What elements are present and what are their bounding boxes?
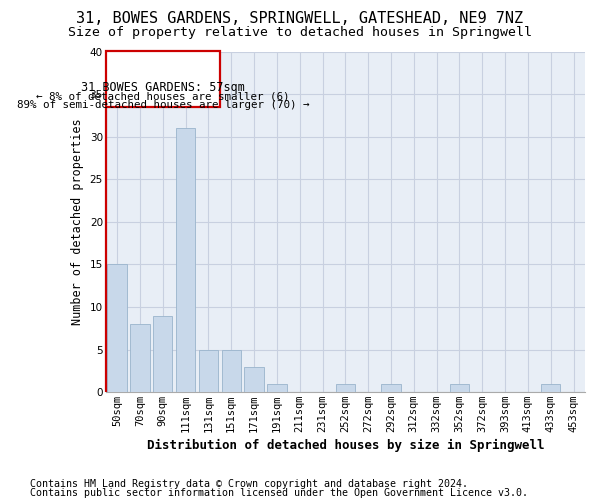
Bar bbox=[221, 350, 241, 392]
Bar bbox=[450, 384, 469, 392]
Bar bbox=[541, 384, 560, 392]
Text: Size of property relative to detached houses in Springwell: Size of property relative to detached ho… bbox=[68, 26, 532, 39]
Text: 31, BOWES GARDENS, SPRINGWELL, GATESHEAD, NE9 7NZ: 31, BOWES GARDENS, SPRINGWELL, GATESHEAD… bbox=[76, 11, 524, 26]
Bar bbox=[130, 324, 149, 392]
Text: ← 8% of detached houses are smaller (6): ← 8% of detached houses are smaller (6) bbox=[36, 92, 290, 102]
Text: Contains HM Land Registry data © Crown copyright and database right 2024.: Contains HM Land Registry data © Crown c… bbox=[30, 479, 468, 489]
Bar bbox=[381, 384, 401, 392]
Bar bbox=[335, 384, 355, 392]
Text: Contains public sector information licensed under the Open Government Licence v3: Contains public sector information licen… bbox=[30, 488, 528, 498]
Text: 89% of semi-detached houses are larger (70) →: 89% of semi-detached houses are larger (… bbox=[17, 100, 309, 110]
Y-axis label: Number of detached properties: Number of detached properties bbox=[71, 118, 84, 325]
Bar bbox=[153, 316, 172, 392]
Bar bbox=[106, 52, 220, 107]
Bar bbox=[244, 366, 264, 392]
Bar bbox=[199, 350, 218, 392]
Text: 31 BOWES GARDENS: 57sqm: 31 BOWES GARDENS: 57sqm bbox=[81, 81, 245, 94]
X-axis label: Distribution of detached houses by size in Springwell: Distribution of detached houses by size … bbox=[146, 440, 544, 452]
Bar bbox=[267, 384, 287, 392]
Bar bbox=[176, 128, 195, 392]
Bar bbox=[107, 264, 127, 392]
